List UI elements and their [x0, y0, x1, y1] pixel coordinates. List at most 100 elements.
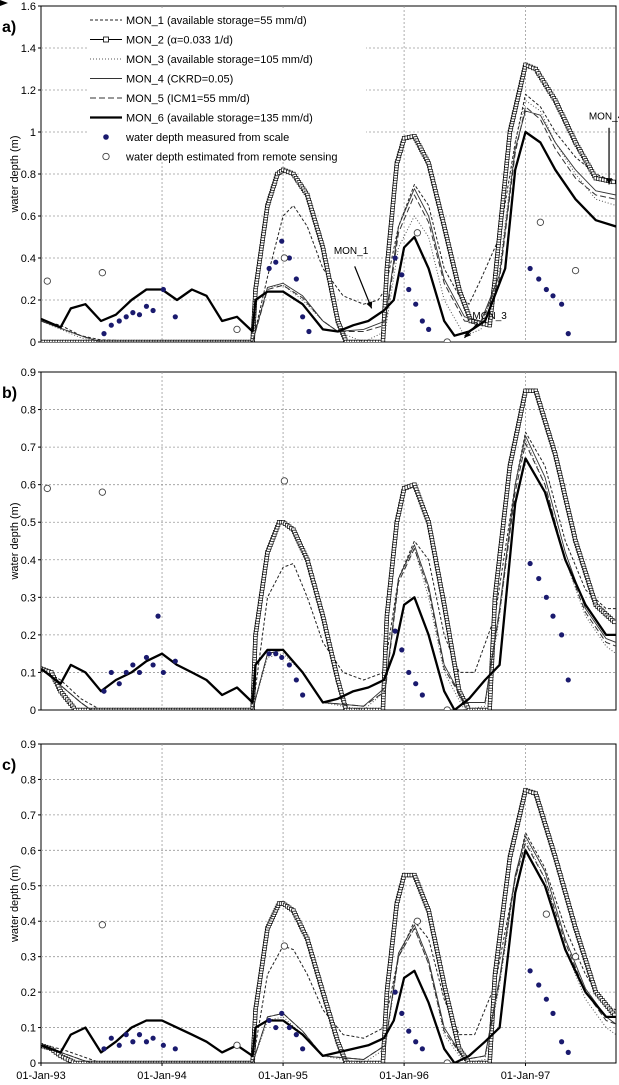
mon2-marker	[109, 339, 114, 342]
measured-point	[527, 265, 533, 272]
mon2-marker	[199, 339, 204, 342]
measured-point	[279, 654, 285, 661]
mon2-marker	[93, 707, 99, 710]
y-tick-label: 1.6	[21, 1, 36, 13]
mon2-marker	[194, 707, 199, 710]
measured-point	[160, 1042, 166, 1048]
mon2-marker	[59, 339, 65, 342]
annotation-arrowhead	[464, 331, 471, 338]
y-axis-label: water depth (m)	[9, 502, 21, 580]
measured-point	[101, 1046, 107, 1052]
mon2-marker	[83, 339, 88, 342]
measured-point	[160, 286, 166, 293]
measured-point	[559, 632, 565, 638]
measured-point	[406, 286, 412, 293]
mon2-marker	[343, 707, 349, 710]
remote-sensing-point	[443, 1059, 451, 1063]
y-tick-label: 0	[30, 337, 36, 349]
measured-point	[172, 658, 178, 664]
mon2-marker	[188, 339, 194, 342]
mon2-marker	[466, 707, 472, 710]
mon2-marker	[204, 707, 210, 710]
remote-sensing-point	[280, 254, 289, 262]
measured-point	[406, 669, 412, 676]
mon2-marker	[64, 339, 70, 342]
measured-point	[266, 265, 272, 272]
plot-area	[40, 743, 617, 1064]
measured-point	[273, 259, 279, 265]
mon2-marker	[369, 339, 375, 342]
mon2-marker	[141, 339, 146, 342]
mon2-marker	[356, 339, 361, 342]
series-line-mon-5	[41, 106, 616, 342]
y-tick-label: 0.5	[21, 881, 36, 893]
measured-point	[130, 1039, 136, 1045]
measured-point	[136, 312, 143, 318]
mon2-marker	[209, 707, 215, 710]
remote-sensing-point	[43, 277, 51, 285]
legend-label: water depth measured from scale	[125, 132, 289, 144]
mon2-marker	[106, 707, 112, 710]
y-tick-label: 0.3	[21, 952, 36, 964]
mon2-marker	[136, 339, 141, 342]
series-line-mon-1	[41, 93, 616, 342]
y-tick-label: 0.7	[21, 442, 36, 454]
mon2-marker	[73, 707, 78, 710]
mon2-marker	[132, 707, 137, 710]
mon2-marker	[232, 707, 238, 710]
legend-background	[88, 10, 366, 160]
annotation-arrowhead	[366, 301, 373, 309]
mon2-marker	[96, 707, 101, 710]
mon2-marker	[78, 707, 83, 710]
mon2-marker	[469, 707, 474, 710]
mon2-marker	[199, 707, 204, 710]
series-line-mon-5	[41, 842, 616, 1063]
x-tick-label: 01-Jan-95	[258, 1070, 308, 1082]
y-axis-label: water depth (m)	[9, 135, 21, 213]
measured-point	[565, 677, 571, 683]
measured-point	[565, 1049, 571, 1055]
measured-point	[136, 669, 143, 676]
mon2-marker	[247, 707, 253, 710]
mon2-marker	[222, 707, 227, 710]
y-tick-label: 0.2	[21, 987, 36, 999]
remote-sensing-point	[98, 921, 106, 929]
mon2-marker	[477, 707, 482, 710]
measured-point	[172, 314, 178, 320]
mon2-marker	[482, 707, 487, 710]
mon2-marker	[183, 339, 188, 342]
measured-point	[155, 613, 161, 619]
remote-sensing-point	[542, 910, 551, 918]
measured-point	[286, 1024, 292, 1031]
mon2-marker	[44, 339, 49, 342]
mon2-marker	[171, 707, 176, 710]
measured-point	[143, 303, 150, 309]
measured-point	[116, 681, 122, 687]
series-line-mon-3	[41, 439, 616, 710]
remote-sensing-point	[98, 269, 106, 277]
mon2-marker	[194, 339, 199, 342]
y-tick-label: 0.1	[21, 1023, 36, 1035]
y-tick-label: 1.2	[21, 85, 36, 97]
chart-panel-1: 0 0.2 0.4 0.6 0.8 1 1.2 1.4 1.6 water depth (m) a)…	[0, 0, 619, 349]
mon2-marker	[245, 339, 250, 342]
mon2-marker	[80, 339, 85, 342]
mon2-marker	[377, 707, 383, 710]
measured-point	[413, 1039, 419, 1045]
mon2-marker	[83, 707, 88, 710]
measured-point	[392, 989, 398, 995]
measured-point	[392, 628, 398, 634]
legend-swatch	[103, 134, 109, 140]
mon2-marker	[91, 707, 96, 710]
x-tick-label: 01-Jan-97	[501, 1070, 551, 1082]
mon2-marker	[372, 339, 377, 342]
x-tick-label: 01-Jan-96	[379, 1070, 429, 1082]
measured-point	[279, 1010, 285, 1016]
mon2-marker	[125, 339, 130, 342]
mon2-marker	[149, 339, 154, 342]
series-line-mon-2	[41, 789, 616, 1063]
y-tick-label: 0.9	[21, 739, 36, 751]
mon2-marker	[101, 707, 106, 710]
annotation-mon-3: MON_3	[472, 311, 507, 322]
panel-label: a)	[2, 19, 16, 36]
